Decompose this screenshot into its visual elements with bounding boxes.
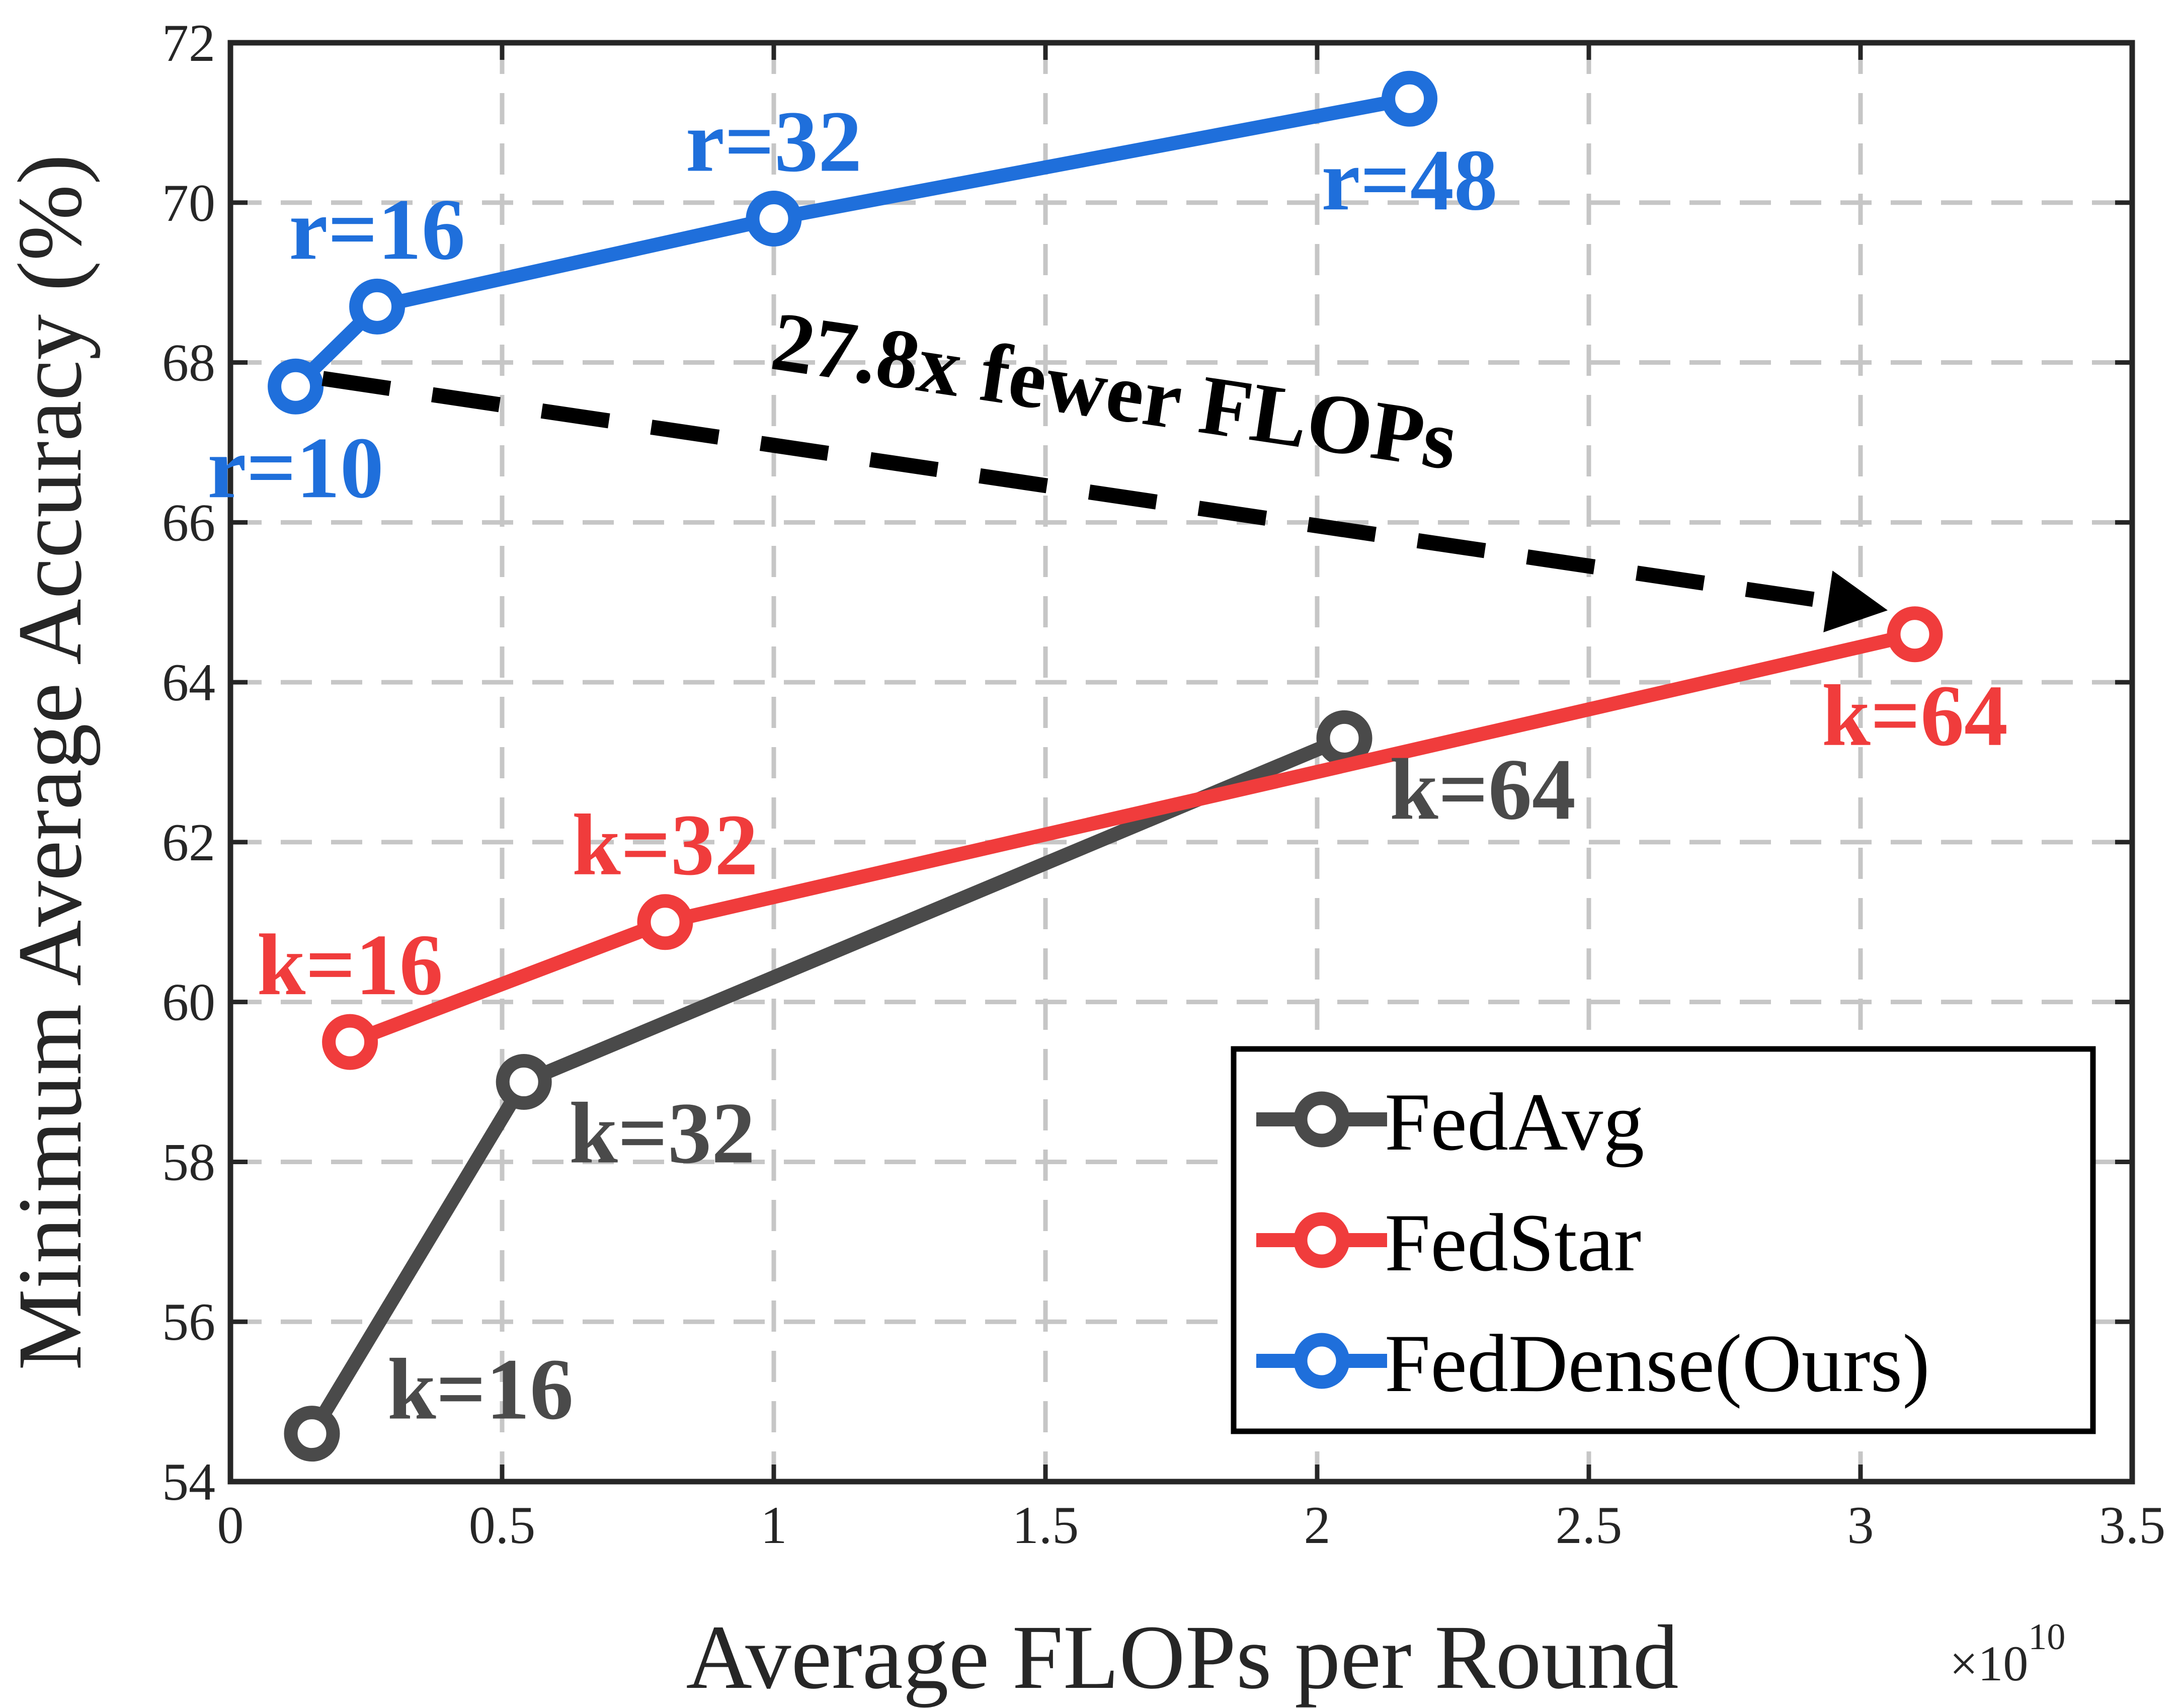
y-tick-label: 62 (162, 813, 215, 872)
legend-fedavg-marker (1294, 1091, 1350, 1148)
fedstar-point (1887, 606, 1943, 663)
annotation-arrow-head (1823, 571, 1888, 632)
feddense-ours-point (349, 278, 406, 335)
feddense-ours-point-label: r=10 (207, 419, 383, 516)
fedavg-point-label: k=16 (387, 1341, 574, 1438)
y-tick-label: 54 (162, 1452, 215, 1511)
annotation-arrow-shaft (321, 371, 1829, 609)
feddense-ours-line (288, 92, 1417, 394)
y-tick-label: 68 (162, 334, 215, 392)
feddense-ours-point (1382, 70, 1438, 127)
fedstar-point-label: k=16 (257, 916, 443, 1013)
fedavg-point-label: k=64 (1390, 741, 1576, 838)
fedavg-point (284, 1406, 340, 1462)
y-tick-label: 64 (162, 653, 215, 712)
feddense-ours-point-label: r=16 (289, 181, 465, 278)
x-tick-label: 3 (1847, 1496, 1874, 1555)
fedstar-point-label: k=32 (572, 796, 758, 893)
fedstar-point (637, 894, 693, 950)
feddense-ours-point-label: r=48 (1321, 131, 1497, 228)
feddense-ours-point (268, 358, 324, 415)
feddense-ours-point (746, 191, 802, 247)
x-tick-label: 1 (761, 1496, 787, 1555)
x-tick-label: 2.5 (1556, 1496, 1623, 1555)
x-tick-label: 2 (1304, 1496, 1331, 1555)
legend-fedstar-label: FedStar (1385, 1197, 1641, 1288)
fedstar-point-label: k=64 (1822, 667, 2008, 764)
y-tick-label: 70 (162, 174, 215, 232)
x-axis-label: Average FLOPs per Round (686, 1607, 1678, 1708)
x-axis-exponent-power: 10 (2028, 1616, 2065, 1658)
axes-box (227, 40, 2135, 1485)
fedavg-point-label: k=32 (569, 1085, 755, 1182)
x-tick-label: 0 (217, 1496, 244, 1555)
x-tick-label: 0.5 (469, 1496, 536, 1555)
legend-fedavg-label: FedAvg (1385, 1077, 1644, 1168)
point-labels: k=16 k=32 k=64 k=16 k=32 k=64 r=10 r=16 r=32 r=48 (207, 93, 2008, 1438)
y-tick-label: 72 (162, 14, 215, 72)
x-axis-exponent-base: ×10 (1950, 1636, 2028, 1691)
x-tick-label: 3.5 (2099, 1496, 2166, 1555)
legend-feddense-ours-marker (1294, 1333, 1350, 1389)
feddense-ours-point-label: r=32 (686, 93, 862, 190)
y-tick-label: 56 (162, 1292, 215, 1351)
axes: 0 0.5 1 1.5 2 2.5 3 3.5 54 56 58 60 62 64 66 68 70 72 (162, 14, 2165, 1555)
y-tick-label: 66 (162, 493, 215, 552)
plot-series (268, 70, 1943, 1462)
y-tick-label: 60 (162, 973, 215, 1032)
y-tick-label: 58 (162, 1132, 215, 1191)
x-tick-label: 1.5 (1012, 1496, 1079, 1555)
legend-fedstar-marker (1294, 1212, 1350, 1268)
fedstar-point (322, 1014, 378, 1070)
legend-feddense-ours-label: FedDense(Ours) (1385, 1318, 1930, 1409)
fedavg-point (1316, 710, 1372, 766)
fedavg-point (496, 1054, 552, 1110)
x-axis-exponent: ×1010 (1950, 1616, 2065, 1691)
y-axis-label: Minimum Average Accuracy (%) (0, 154, 101, 1370)
legend: FedAvg FedStar FedDense(Ours) (1231, 1046, 2096, 1434)
